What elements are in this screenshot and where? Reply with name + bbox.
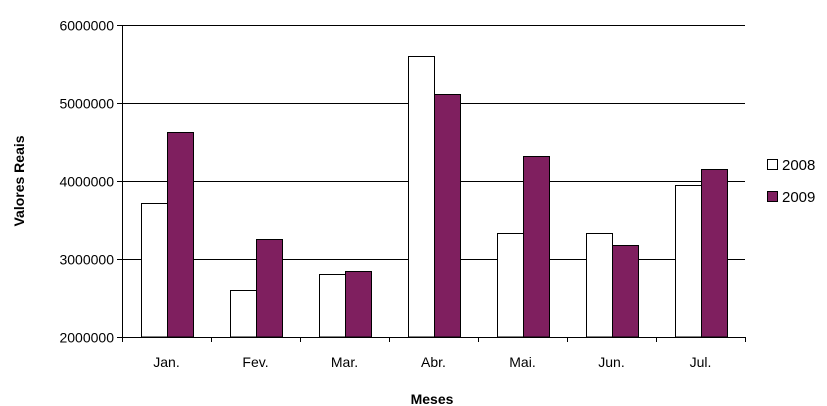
- x-axis-title: Meses: [411, 391, 454, 406]
- x-tick-label: Jun.: [598, 354, 624, 370]
- legend-label-2008: 2008: [782, 157, 815, 174]
- bar-2008-jun: [586, 233, 613, 338]
- legend-label-2009: 2009: [782, 189, 815, 206]
- legend-swatch-2009: [767, 191, 778, 202]
- legend-swatch-2008: [767, 159, 778, 170]
- bar-2008-abr: [408, 56, 435, 338]
- bar-2008-jan: [141, 203, 168, 338]
- x-tick-label: Jul.: [690, 354, 712, 370]
- y-axis-title: Valores Reais: [11, 135, 27, 226]
- bar-2008-jul: [675, 185, 702, 338]
- bar-2009-abr: [434, 94, 461, 338]
- y-tick-label: 6000000: [59, 18, 114, 34]
- bar-2009-fev: [256, 239, 283, 338]
- y-tick-label: 2000000: [59, 330, 114, 346]
- x-tick-label: Fev.: [242, 354, 268, 370]
- bar-2009-jun: [612, 245, 639, 338]
- x-tick-label: Mai.: [509, 354, 535, 370]
- bar-2009-mar: [345, 271, 372, 338]
- x-tick-label: Abr.: [421, 354, 446, 370]
- x-tick-label: Jan.: [153, 354, 179, 370]
- bars: [141, 56, 728, 338]
- y-tick-label: 5000000: [59, 96, 114, 112]
- bar-2008-mar: [319, 274, 346, 338]
- bar-2009-jan: [167, 132, 194, 338]
- x-tick-label: Mar.: [331, 354, 358, 370]
- x-axis-ticks: Jan. Fev. Mar. Abr. Mai. Jun. Jul.: [122, 337, 746, 370]
- legend: 2008 2009: [767, 157, 815, 206]
- y-tick-label: 3000000: [59, 252, 114, 268]
- y-tick-label: 4000000: [59, 174, 114, 190]
- y-axis-ticks: 2000000 3000000 4000000 5000000 6000000: [59, 18, 122, 346]
- axes: [122, 25, 745, 338]
- bar-2009-jul: [701, 169, 728, 338]
- bar-2008-mai: [497, 233, 524, 338]
- bar-2008-fev: [230, 290, 257, 338]
- bar-2009-mai: [523, 156, 550, 338]
